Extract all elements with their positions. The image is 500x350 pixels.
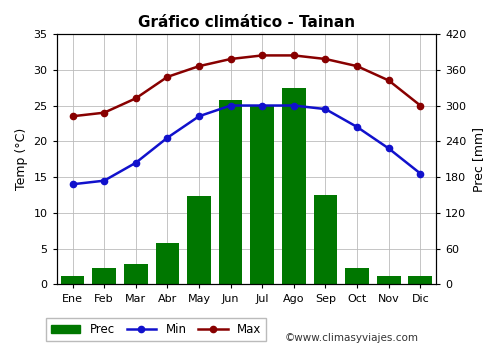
Bar: [314, 195, 338, 285]
Bar: [60, 276, 84, 285]
Y-axis label: Prec [mm]: Prec [mm]: [472, 127, 485, 192]
Bar: [377, 276, 400, 285]
Bar: [187, 196, 211, 285]
Bar: [124, 264, 148, 285]
Y-axis label: Temp (°C): Temp (°C): [15, 128, 28, 190]
Legend: Prec, Min, Max: Prec, Min, Max: [46, 318, 266, 341]
Bar: [156, 243, 179, 285]
Title: Gráfico climático - Tainan: Gráfico climático - Tainan: [138, 15, 355, 30]
Bar: [282, 88, 306, 285]
Bar: [346, 268, 369, 285]
Bar: [408, 276, 432, 285]
Bar: [92, 268, 116, 285]
Bar: [219, 99, 242, 285]
Bar: [250, 105, 274, 285]
Text: ©www.climasyviajes.com: ©www.climasyviajes.com: [285, 333, 419, 343]
